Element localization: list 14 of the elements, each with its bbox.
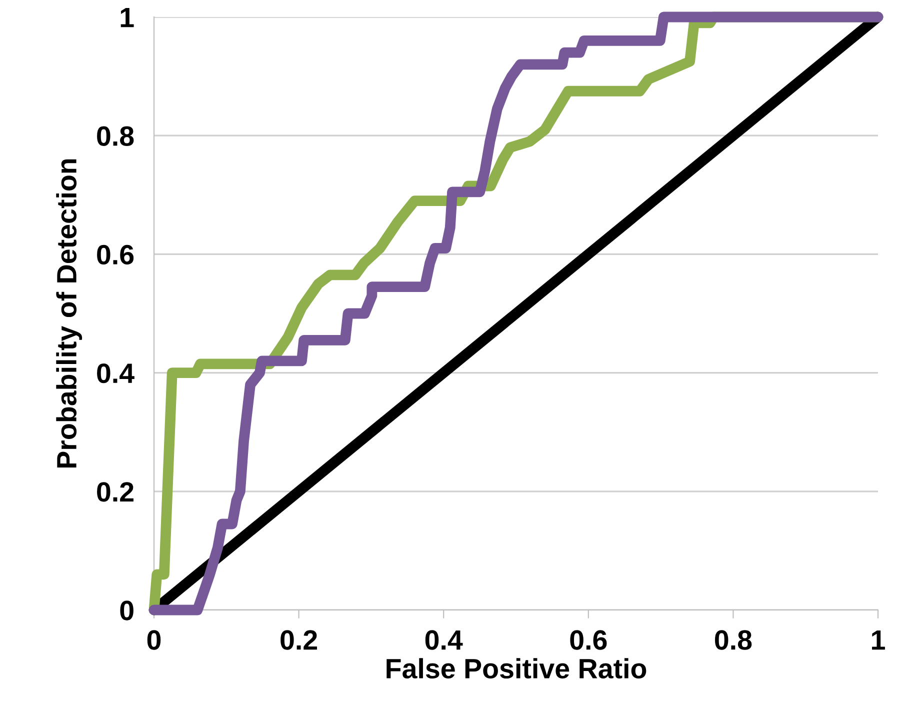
y-axis-title: Probability of Detection: [56, 159, 82, 468]
y-tick-label: 0.8: [97, 126, 134, 146]
x-tick-label: 0.6: [570, 630, 607, 650]
x-axis-title: False Positive Ratio: [386, 658, 646, 679]
y-tick-label: 0.6: [97, 244, 134, 265]
y-tick-label: 0.4: [97, 363, 134, 384]
x-tick-label: 0.4: [425, 630, 463, 650]
x-tick-label: 0: [147, 630, 161, 650]
x-tick-label: 0.2: [280, 630, 317, 650]
y-tick-label: 0: [120, 600, 134, 620]
x-tick-label: 0.8: [714, 630, 752, 650]
y-tick-label: 0.2: [97, 482, 134, 502]
x-tick-label: 1: [872, 630, 885, 650]
y-tick-label: 1: [120, 8, 134, 28]
